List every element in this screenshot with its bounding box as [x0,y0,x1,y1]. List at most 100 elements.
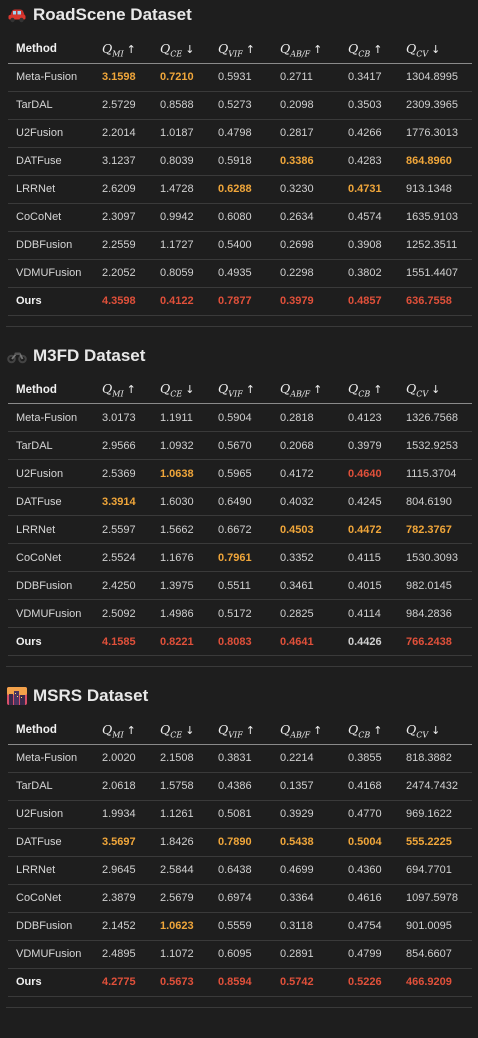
metric-value: 804.6190 [398,487,472,516]
metric-value: 0.4472 [340,515,398,544]
metric-value: 1.0187 [152,119,210,148]
method-name: TarDAL [8,431,94,460]
metric-header: QCE ↓ [152,717,210,745]
results-table: Method QMI ↑ QCE ↓ QVIF ↑ QAB/F ↑ QCB ↑ QCV ↓ Meta-Fu… [8,717,472,997]
dataset-section: MSRS Dataset Method QMI ↑ QCE ↓ QVIF ↑ QAB/F ↑ QCB… [0,681,478,1008]
metric-value: 1.5662 [152,515,210,544]
arrow-up-icon: ↑ [313,723,323,737]
metric-subscript: CV [416,389,429,399]
city-night-icon [6,687,28,705]
metric-value: 0.6438 [210,856,272,885]
section-divider [6,666,472,667]
metric-value: 0.4386 [210,772,272,801]
table-row: U2Fusion 2.2014 1.0187 0.4798 0.2817 0.4266 17… [8,119,472,148]
metric-value: 0.2711 [272,63,340,92]
metric-value: 2.0020 [94,744,152,773]
metric-value: 0.4168 [340,772,398,801]
metric-value: 0.4115 [340,543,398,572]
metric-value: 982.0145 [398,571,472,600]
metric-value: 0.3364 [272,884,340,913]
metric-header: QMI ↑ [94,717,152,745]
metric-header: QCV ↓ [398,376,472,404]
metric-value: 0.3230 [272,175,340,204]
metric-value: 0.3461 [272,571,340,600]
metric-value: 0.2698 [272,231,340,260]
metric-value: 0.8594 [210,968,272,997]
metric-value: 0.9942 [152,203,210,232]
metric-value: 1.3975 [152,571,210,600]
metric-value: 0.3908 [340,231,398,260]
table-row: Ours 4.2775 0.5673 0.8594 0.5742 0.5226 466.92… [8,968,472,997]
metric-value: 0.2634 [272,203,340,232]
metric-value: 2.2052 [94,259,152,288]
section-title: M3FD Dataset [0,341,478,371]
motorcycle-icon [6,347,28,365]
method-name: U2Fusion [8,119,94,148]
table-row: CoCoNet 2.5524 1.1676 0.7961 0.3352 0.4115 153… [8,543,472,572]
metric-value: 636.7558 [398,287,472,316]
method-name: LRRNet [8,515,94,544]
metric-value: 0.4754 [340,912,398,941]
metric-value: 1.8426 [152,828,210,857]
metric-symbol: Q [218,381,229,396]
metric-value: 1.0638 [152,459,210,488]
metric-subscript: CE [170,49,183,58]
header-row: Method QMI ↑ QCE ↓ QVIF ↑ QAB/F ↑ QCB ↑ QCV ↓ [8,36,472,64]
metric-value: 0.8588 [152,91,210,120]
metric-value: 2474.7432 [398,772,472,801]
arrow-up-icon: ↑ [245,383,255,396]
metric-header: QCE ↓ [152,376,210,404]
metric-value: 4.3598 [94,287,152,316]
metric-header: QCB ↑ [340,717,398,745]
method-name: Meta-Fusion [8,744,94,773]
metric-value: 0.4426 [340,627,398,656]
metric-value: 1115.3704 [398,459,472,488]
metric-value: 2.0618 [94,772,152,801]
metric-value: 0.3855 [340,744,398,773]
metric-value: 4.1585 [94,627,152,656]
metric-subscript: CB [358,49,371,58]
metric-symbol: Q [102,721,113,737]
metric-value: 0.5670 [210,431,272,460]
metric-header: QCB ↑ [340,36,398,64]
metric-value: 2.1508 [152,744,210,773]
metric-value: 2.1452 [94,912,152,941]
metric-symbol: Q [280,721,291,737]
metric-subscript: MI [112,389,124,399]
metric-header: QCE ↓ [152,36,210,64]
dataset-section: RoadScene Dataset Method QMI ↑ QCE ↓ QVIF ↑ QAB/… [0,0,478,327]
metric-value: 0.4616 [340,884,398,913]
metric-value: 0.4503 [272,515,340,544]
metric-value: 0.7877 [210,287,272,316]
arrow-down-icon: ↓ [185,723,195,737]
arrow-up-icon: ↑ [126,42,136,56]
metric-value: 0.2818 [272,403,340,432]
metric-value: 1776.3013 [398,119,472,148]
section-divider [6,325,472,327]
method-header: Method [8,717,94,745]
metric-value: 0.6672 [210,515,272,544]
metric-subscript: CB [358,389,371,399]
metric-symbol: Q [160,721,171,737]
metric-value: 0.6095 [210,940,272,969]
metric-value: 2.9566 [94,431,152,460]
metric-value: 0.2817 [272,119,340,148]
metric-value: 1.0623 [152,912,210,941]
metric-value: 2.3097 [94,203,152,232]
metric-symbol: Q [348,381,359,396]
table-row: DDBFusion 2.4250 1.3975 0.5511 0.3461 0.4015 9… [8,571,472,600]
metric-subscript: CE [170,730,183,739]
metric-value: 0.3386 [272,147,340,176]
metric-value: 0.6288 [210,175,272,204]
method-name: DATFuse [8,147,94,176]
metric-value: 3.5697 [94,828,152,857]
method-header: Method [8,376,94,404]
metric-value: 2.5844 [152,856,210,885]
metric-symbol: Q [406,381,417,396]
arrow-up-icon: ↑ [313,383,323,396]
metric-header: QVIF ↑ [210,36,272,64]
metric-value: 0.3802 [340,259,398,288]
metric-value: 1635.9103 [398,203,472,232]
metric-value: 3.3914 [94,487,152,516]
metric-header: QMI ↑ [94,376,152,404]
